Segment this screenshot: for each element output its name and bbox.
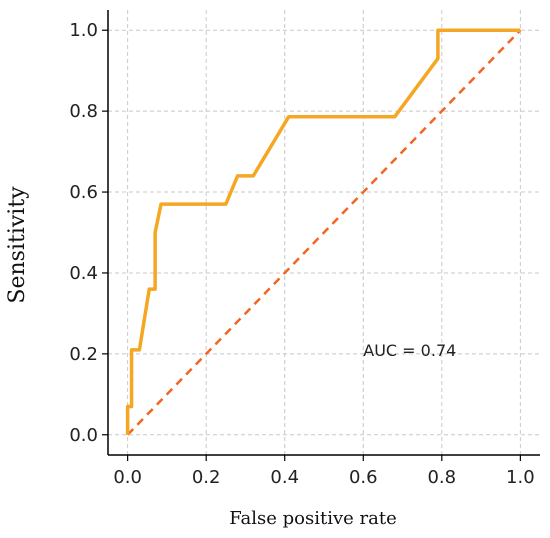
x-tick-label-4: 0.8 [427, 467, 456, 488]
x-tick-label-0: 0.0 [113, 467, 142, 488]
roc-curve-line [125, 28, 521, 435]
y-tick-label-5: 1.0 [69, 20, 98, 41]
y-tick-label-2: 0.4 [69, 263, 98, 284]
x-tick-label-2: 0.4 [270, 467, 299, 488]
y-tick-label-4: 0.8 [69, 101, 98, 122]
y-tick-label-1: 0.2 [69, 344, 98, 365]
x-tick-label-3: 0.6 [349, 467, 378, 488]
x-tick-label-1: 0.2 [192, 467, 221, 488]
y-axis-title: Sensitivity [5, 186, 30, 304]
x-axis-title: False positive rate [229, 508, 396, 529]
x-tick-label-5: 1.0 [506, 467, 535, 488]
y-tick-label-3: 0.6 [69, 182, 98, 203]
auc-annotation: AUC = 0.74 [363, 341, 456, 360]
y-tick-label-0: 0.0 [69, 425, 98, 446]
series-layer [125, 28, 522, 436]
axes [107, 10, 540, 456]
chance-diagonal-line [126, 29, 522, 436]
ticks: 0.0 0.2 0.4 0.6 0.8 1.0 0.0 0.2 0.4 0.6 0.8 1.0 [69, 20, 534, 488]
